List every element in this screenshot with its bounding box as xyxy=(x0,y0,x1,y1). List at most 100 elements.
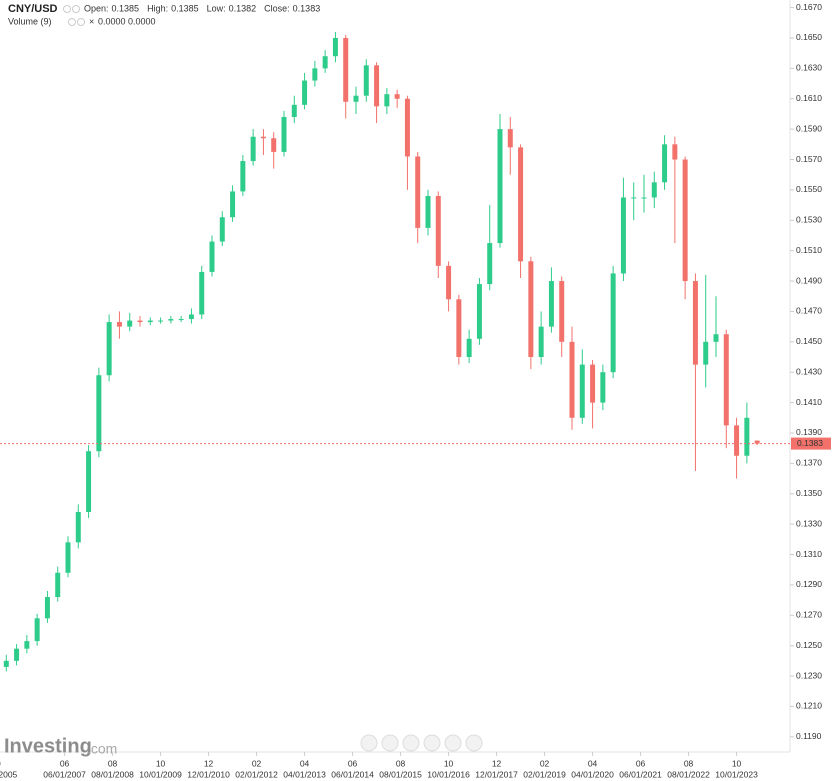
nav-buttons xyxy=(360,734,483,752)
candle-body xyxy=(404,98,410,157)
close-icon[interactable]: × xyxy=(89,16,94,26)
nav-reset[interactable] xyxy=(402,734,420,752)
ohlc-label: Open: xyxy=(84,3,109,13)
x-tick-date: 10/01/2009 xyxy=(139,769,182,779)
y-tick-label: 0.1610 xyxy=(796,93,822,103)
y-tick-label: 0.1190 xyxy=(796,731,822,741)
y-tick-label: 0.1210 xyxy=(796,701,822,711)
ohlc-value: 0.1385 xyxy=(112,3,140,13)
nav-scale[interactable] xyxy=(444,734,462,752)
candle-body xyxy=(476,284,482,339)
y-tick-label: 0.1530 xyxy=(796,215,822,225)
y-tick-label: 0.1370 xyxy=(796,458,822,468)
candle-body xyxy=(322,56,328,69)
settings-icon[interactable] xyxy=(77,18,85,26)
watermark-brand: Investing xyxy=(4,735,92,757)
x-tick-label: 06 xyxy=(60,758,70,768)
candle-body xyxy=(456,299,462,358)
candle-body xyxy=(425,195,431,228)
nav-zoom-out[interactable] xyxy=(381,734,399,752)
candle-body xyxy=(302,80,308,105)
x-tick-date: 12/01/2017 xyxy=(475,769,518,779)
nav-right[interactable] xyxy=(465,734,483,752)
candle-body xyxy=(579,364,585,418)
nav-zoom-in[interactable] xyxy=(423,734,441,752)
candle-body xyxy=(682,159,688,282)
candle-body xyxy=(435,195,441,266)
last-price-box xyxy=(791,437,831,450)
candle-body xyxy=(651,182,657,198)
x-tick-date: 08/01/2022 xyxy=(667,769,710,779)
candle-body xyxy=(713,334,719,342)
candle-body xyxy=(168,319,174,321)
y-tick-label: 0.1550 xyxy=(796,184,822,194)
x-tick-label: 08 xyxy=(684,758,694,768)
plot-area xyxy=(0,31,790,672)
x-tick-date: 08/01/2015 xyxy=(379,769,422,779)
y-tick-label: 0.1290 xyxy=(796,579,822,589)
candle-body xyxy=(723,334,729,426)
y-tick-label: 0.1470 xyxy=(796,306,822,316)
candle-body xyxy=(672,144,678,160)
candle-body xyxy=(240,161,246,192)
candle-body xyxy=(3,660,9,667)
nav-left[interactable] xyxy=(360,734,378,752)
volume-value: 0.0000 xyxy=(128,16,156,26)
eye-icon[interactable] xyxy=(68,18,76,26)
x-tick-date: 02/01/2019 xyxy=(523,769,566,779)
candle-body xyxy=(569,341,575,418)
watermark-domain: .com xyxy=(87,741,117,757)
ohlc-label: High: xyxy=(147,3,168,13)
candle-body xyxy=(641,197,647,199)
y-tick-label: 0.1570 xyxy=(796,154,822,164)
y-tick-label: 0.1230 xyxy=(796,670,822,680)
candle-body xyxy=(548,281,554,327)
candle-body xyxy=(703,341,709,365)
candle-body xyxy=(96,375,102,452)
eye-icon[interactable] xyxy=(63,5,71,13)
candle-body xyxy=(559,281,565,342)
x-tick-label: 10 xyxy=(0,758,1,768)
candle-body xyxy=(24,641,30,649)
candle-body xyxy=(610,273,616,373)
candle-body xyxy=(446,265,452,300)
candle-body xyxy=(332,37,338,57)
y-tick-label: 0.1430 xyxy=(796,366,822,376)
x-tick-label: 04 xyxy=(300,758,310,768)
candle-body xyxy=(466,338,472,358)
candle-body xyxy=(590,364,596,403)
candle-body xyxy=(600,372,606,403)
x-tick-label: 12 xyxy=(204,758,214,768)
candle-body xyxy=(374,65,380,107)
y-tick-label: 0.1350 xyxy=(796,488,822,498)
settings-icon[interactable] xyxy=(72,5,80,13)
y-tick-label: 0.1450 xyxy=(796,336,822,346)
candle-body xyxy=(106,322,112,376)
candle-body xyxy=(127,320,133,327)
y-tick-label: 0.1390 xyxy=(796,427,822,437)
candle-body xyxy=(260,136,266,139)
x-tick-label: 06 xyxy=(636,758,646,768)
x-tick-date: 12/01/2010 xyxy=(187,769,230,779)
ohlc-label: Close: xyxy=(264,3,290,13)
candle-body xyxy=(188,314,194,320)
candle-body xyxy=(415,156,421,228)
candle-body xyxy=(312,68,318,81)
y-tick-label: 0.1250 xyxy=(796,640,822,650)
y-tick-label: 0.1670 xyxy=(796,2,822,12)
y-tick-label: 0.1590 xyxy=(796,123,822,133)
candle-body xyxy=(662,144,668,183)
candle-body xyxy=(75,511,81,543)
candle-body xyxy=(65,542,71,573)
candle-body xyxy=(363,65,369,96)
x-tick-date: 08/01/2008 xyxy=(91,769,134,779)
candle-body xyxy=(744,417,750,456)
last-price-label: 0.1383 xyxy=(797,438,823,448)
candle-body xyxy=(507,129,513,148)
symbol: CNY/USD xyxy=(8,3,58,15)
candle-body xyxy=(281,116,287,152)
x-tick-date: 10/01/2023 xyxy=(715,769,758,779)
y-tick-label: 0.1510 xyxy=(796,245,822,255)
